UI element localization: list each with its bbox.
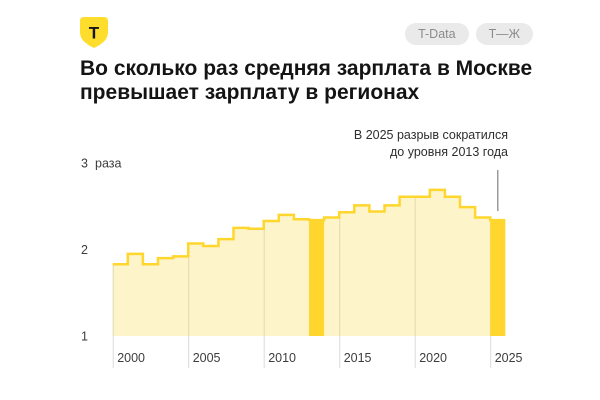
annotation-line-2: до уровня 2013 года [389, 145, 508, 159]
x-tick-label-2020: 2020 [419, 351, 447, 365]
x-tick-label-2015: 2015 [344, 351, 372, 365]
page-title: Во сколько раз средняя зарплата в Москве… [80, 57, 533, 104]
shield-icon: Т [80, 17, 108, 48]
y-tick-label-1: 1 [81, 330, 88, 344]
y-tick-label-2: 2 [81, 243, 88, 257]
x-tick-label-2000: 2000 [117, 351, 145, 365]
highlight-bar-2013 [309, 220, 325, 336]
t-bank-logo: Т [80, 17, 108, 48]
chart-annotation: В 2025 разрыв сократился до уровня 2013 … [354, 127, 508, 161]
header-badges: T-Data Т—Ж [405, 23, 533, 45]
y-axis-unit-label: раза [95, 157, 121, 171]
y-tick-label-3: 3 [81, 157, 88, 171]
highlight-bar-2025 [490, 220, 506, 336]
annotation-line-1: В 2025 разрыв сократился [353, 128, 508, 142]
x-tick-label-2010: 2010 [268, 351, 296, 365]
step-line [112, 188, 506, 266]
x-tick-label-2025: 2025 [495, 351, 523, 365]
x-tick-label-2005: 2005 [193, 351, 221, 365]
logo-letter: Т [89, 24, 100, 43]
badge-t-zh[interactable]: Т—Ж [475, 23, 533, 45]
badge-t-data[interactable]: T-Data [405, 23, 469, 45]
